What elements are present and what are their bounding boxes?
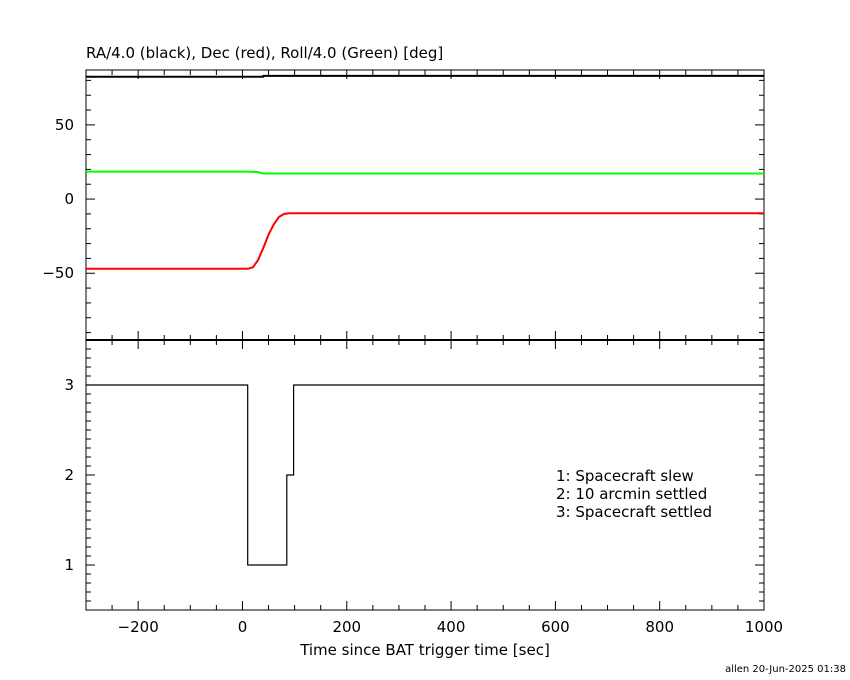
legend-annotations: 1: Spacecraft slew 2: 10 arcmin settled … xyxy=(556,467,712,521)
x-axis-label: Time since BAT trigger time [sec] xyxy=(299,641,550,659)
x-tick-label: 1000 xyxy=(745,618,783,636)
top-panel: −50 0 50 xyxy=(42,69,765,341)
x-tick-label: 600 xyxy=(541,618,570,636)
x-tick-label: 400 xyxy=(437,618,466,636)
footer-credit: allen 20-Jun-2025 01:38 xyxy=(725,664,846,675)
y-tick-label: 2 xyxy=(64,466,74,484)
y-tick-label: 50 xyxy=(55,116,74,134)
y-tick-label: 1 xyxy=(64,556,74,574)
x-tick-label: −200 xyxy=(118,618,159,636)
annotation-spacecraft-slew: 1: Spacecraft slew xyxy=(556,467,694,485)
annotation-spacecraft-settled: 3: Spacecraft settled xyxy=(556,503,712,521)
y-tick-label: −50 xyxy=(42,264,74,282)
annotation-10-arcmin-settled: 2: 10 arcmin settled xyxy=(556,485,707,503)
series-line-settle-status xyxy=(86,384,764,566)
bottom-panel: 1 2 3 −200 0 200 400 600 800 1000 xyxy=(64,339,783,636)
y-tick-label: 3 xyxy=(64,376,74,394)
x-tick-label: 0 xyxy=(238,618,248,636)
series-line-roll xyxy=(86,170,764,175)
top-panel-title: RA/4.0 (black), Dec (red), Roll/4.0 (Gre… xyxy=(86,44,443,62)
y-tick-label: 0 xyxy=(64,190,74,208)
series-line-dec xyxy=(86,212,764,270)
x-tick-label: 800 xyxy=(645,618,674,636)
x-tick-label: 200 xyxy=(332,618,361,636)
series-line-ra xyxy=(86,74,764,78)
